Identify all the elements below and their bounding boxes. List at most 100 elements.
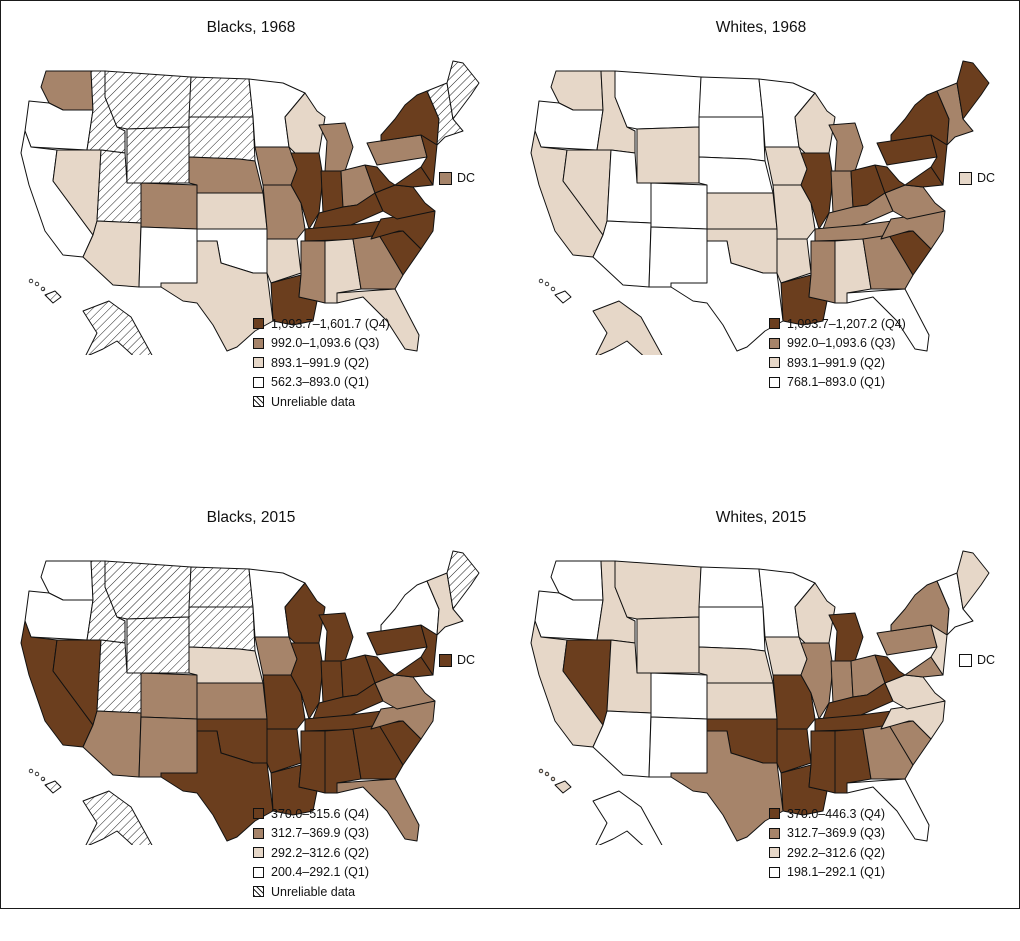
- dc-label: DC: [457, 171, 476, 185]
- panel-title: Blacks, 2015: [206, 509, 296, 526]
- legend-swatch: [253, 337, 264, 349]
- legend-item: 1,093.7–1,601.7 (Q4): [253, 314, 390, 334]
- legend-item: 200.4–292.1 (Q1): [253, 863, 369, 883]
- state-pa: [366, 134, 428, 166]
- legend-swatch: [769, 357, 780, 369]
- legend-item: 198.1–292.1 (Q1): [769, 863, 885, 883]
- state-nm: [138, 226, 198, 288]
- figure-frame: Blacks, 1968 DC 1,093.7–1,601.7 (Q4) 992.…: [0, 0, 1020, 909]
- legend-label: 1,093.7–1,601.7 (Q4): [271, 316, 390, 331]
- state-nm: [138, 716, 198, 778]
- legend-swatch: [769, 337, 780, 349]
- state-ms: [808, 730, 836, 794]
- map-panel-whites-2015: Whites, 2015 DC 370.0–446.3 (Q4) 312.7–36…: [511, 491, 1011, 941]
- hawaii-islet: [538, 768, 544, 774]
- state-fl: [846, 778, 930, 842]
- hawaii-islet: [34, 771, 40, 777]
- state-nc: [880, 210, 946, 250]
- hawaii-islet: [538, 278, 544, 284]
- map-panel-blacks-1968: Blacks, 1968 DC 1,093.7–1,601.7 (Q4) 992.…: [1, 1, 501, 451]
- legend-item: 292.2–312.6 (Q2): [253, 843, 369, 863]
- dc-swatch: [439, 171, 452, 185]
- hawaii-islet: [40, 286, 46, 292]
- state-sd: [188, 116, 256, 162]
- legend: 370.0–446.3 (Q4) 312.7–369.9 (Q3) 292.2–31…: [769, 804, 885, 882]
- state-wy: [126, 126, 190, 184]
- state-co: [140, 672, 198, 720]
- legend-item: 312.7–369.9 (Q3): [253, 824, 369, 844]
- legend-item: 768.1–893.0 (Q1): [769, 373, 906, 393]
- state-ar: [776, 728, 812, 774]
- state-nc: [370, 700, 436, 740]
- dc-label: DC: [977, 171, 996, 185]
- dc-label: DC: [977, 653, 996, 667]
- legend-item: 1,093.7–1,207.2 (Q4): [769, 314, 906, 334]
- legend-label: 200.4–292.1 (Q1): [271, 865, 369, 880]
- legend-label: 893.1–991.9 (Q2): [271, 355, 369, 370]
- legend-label: 1,093.7–1,207.2 (Q4): [787, 316, 906, 331]
- legend-label: 312.7–369.9 (Q3): [271, 826, 369, 841]
- state-sd: [698, 606, 766, 652]
- state-nd: [188, 566, 254, 608]
- state-ar: [266, 238, 302, 284]
- legend-item: 312.7–369.9 (Q3): [769, 824, 885, 844]
- state-wi: [794, 92, 836, 154]
- legend-label: 292.2–312.6 (Q2): [787, 845, 885, 860]
- legend-label: 292.2–312.6 (Q2): [271, 845, 369, 860]
- legend-swatch: [253, 318, 264, 330]
- legend-item: 370.0–446.3 (Q4): [769, 804, 885, 824]
- legend-item: 893.1–991.9 (Q2): [253, 353, 390, 373]
- legend-swatch: [769, 827, 780, 839]
- state-ne: [698, 646, 774, 684]
- state-fl: [846, 288, 930, 352]
- state-in: [830, 660, 854, 704]
- state-hi: [554, 290, 572, 304]
- state-nc: [370, 210, 436, 250]
- dc-label: DC: [457, 653, 476, 667]
- state-mi: [318, 612, 354, 662]
- state-fl: [336, 778, 420, 842]
- state-ne: [188, 156, 264, 194]
- legend-label: 198.1–292.1 (Q1): [787, 865, 885, 880]
- state-nd: [188, 76, 254, 118]
- legend-swatch: [253, 808, 264, 820]
- state-mt: [104, 560, 192, 620]
- legend-swatch: [253, 376, 264, 388]
- state-ks: [196, 682, 268, 720]
- legend-item: 292.2–312.6 (Q2): [769, 843, 885, 863]
- legend-swatch: [769, 847, 780, 859]
- dc-indicator: DC: [439, 653, 475, 667]
- legend-item: 992.0–1,093.6 (Q3): [253, 334, 390, 354]
- hawaii-islet: [28, 278, 34, 284]
- legend-swatch: [253, 866, 264, 878]
- legend-label: 893.1–991.9 (Q2): [787, 355, 885, 370]
- us-map: [530, 550, 990, 845]
- map-panel-whites-1968: Whites, 1968 DC 1,093.7–1,207.2 (Q4) 992.…: [511, 1, 1011, 451]
- state-ar: [776, 238, 812, 284]
- legend-item: Unreliable data: [253, 882, 369, 902]
- state-sd: [698, 116, 766, 162]
- state-ne: [188, 646, 264, 684]
- state-hi: [554, 780, 572, 794]
- state-hi: [44, 290, 62, 304]
- state-mi: [828, 122, 864, 172]
- state-az: [592, 220, 652, 288]
- hawaii-islet: [34, 281, 40, 287]
- state-sd: [188, 606, 256, 652]
- state-nj: [420, 134, 438, 186]
- state-nd: [698, 566, 764, 608]
- state-mt: [614, 560, 702, 620]
- state-pa: [876, 134, 938, 166]
- legend-swatch: [253, 886, 264, 898]
- legend-swatch: [253, 357, 264, 369]
- dc-indicator: DC: [959, 171, 995, 185]
- state-ne: [698, 156, 774, 194]
- legend-label: 312.7–369.9 (Q3): [787, 826, 885, 841]
- state-ms: [298, 730, 326, 794]
- us-map: [530, 60, 990, 355]
- state-wi: [284, 92, 326, 154]
- state-az: [82, 220, 142, 288]
- state-wi: [284, 582, 326, 644]
- legend-swatch: [769, 318, 780, 330]
- legend-label: 992.0–1,093.6 (Q3): [271, 336, 380, 351]
